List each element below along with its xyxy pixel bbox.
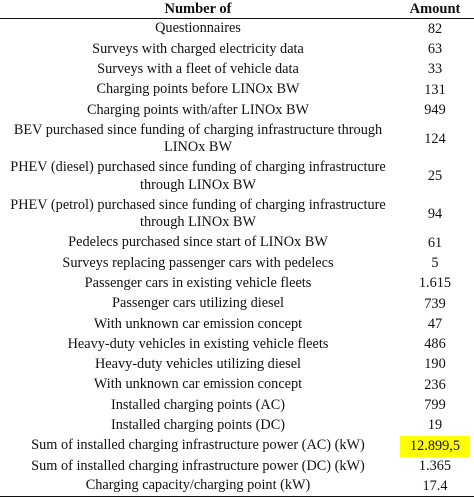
row-label: Pedelecs purchased since start of LINOx …	[68, 234, 328, 251]
row-amount: 949	[424, 101, 446, 118]
row-amount: 19	[427, 417, 443, 434]
row-label: Passenger cars in existing vehicle fleet…	[84, 274, 312, 291]
row-label: Passenger cars utilizing diesel	[112, 295, 284, 312]
table-header: Number of Amount	[0, 0, 474, 19]
row-amount-cell: 17.4	[396, 477, 474, 496]
row-amount-cell: 131	[396, 81, 474, 100]
row-label: BEV purchased since funding of charging …	[13, 121, 383, 156]
row-amount-cell: 739	[396, 295, 474, 314]
header-number-of: Number of	[164, 1, 232, 17]
row-amount-cell: 33	[396, 60, 474, 79]
row-amount: 236	[424, 376, 446, 393]
row-amount: 82	[427, 20, 443, 37]
row-label: Charging points before LINOx BW	[96, 81, 300, 98]
row-amount-cell: 12.899,5	[396, 435, 474, 457]
row-amount-cell: 94	[396, 205, 474, 224]
row-amount: 5	[431, 254, 439, 271]
row-label: Sum of installed charging infrastructure…	[31, 457, 365, 474]
row-label: PHEV (diesel) purchased since funding of…	[10, 159, 386, 193]
row-label: Charging points with/after LINOx BW	[86, 101, 310, 118]
row-amount-cell: 799	[396, 396, 474, 415]
table-row: Charging capacity/charging point (kW) 17.…	[0, 477, 474, 497]
row-amount-cell: 82	[396, 20, 474, 39]
row-amount-cell: 63	[396, 40, 474, 59]
row-amount-cell: 61	[396, 234, 474, 253]
row-amount: 190	[424, 356, 446, 373]
table-row: PHEV (petrol) purchased since funding of…	[0, 195, 474, 233]
table-row: Surveys replacing passenger cars with pe…	[0, 253, 474, 273]
row-amount-cell: 236	[396, 376, 474, 395]
row-amount-cell: 124	[396, 130, 474, 149]
table-row: Surveys with charged electricity data 63	[0, 39, 474, 59]
row-amount-cell: 949	[396, 101, 474, 120]
table-row: Charging points with/after LINOx BW 949	[0, 100, 474, 120]
row-amount-cell: 190	[396, 355, 474, 374]
row-label: Installed charging points (AC)	[110, 396, 286, 413]
row-amount: 124	[424, 130, 446, 147]
row-label: Surveys with charged electricity data	[92, 40, 304, 57]
row-amount: 1.365	[418, 457, 452, 474]
table-row: Passenger cars utilizing diesel 739	[0, 294, 474, 314]
row-label: Charging capacity/charging point (kW)	[85, 477, 311, 494]
row-amount: 94	[427, 205, 443, 222]
row-amount-cell: 1.365	[396, 457, 474, 476]
table-row: Passenger cars in existing vehicle fleet…	[0, 274, 474, 294]
table-row: PHEV (diesel) purchased since funding of…	[0, 158, 474, 196]
row-amount-cell: 19	[396, 416, 474, 435]
row-amount: 33	[427, 61, 443, 78]
row-amount: 739	[424, 295, 446, 312]
table-row: Installed charging points (DC) 19	[0, 416, 474, 436]
table-row: BEV purchased since funding of charging …	[0, 120, 474, 158]
table-row: Pedelecs purchased since start of LINOx …	[0, 233, 474, 253]
table-row: Heavy-duty vehicles utilizing diesel 190	[0, 355, 474, 375]
table-row: Surveys with a fleet of vehicle data 33	[0, 60, 474, 80]
row-label: Heavy-duty vehicles in existing vehicle …	[67, 335, 329, 352]
row-label: PHEV (petrol) purchased since funding of…	[10, 196, 386, 231]
table-row: Heavy-duty vehicles in existing vehicle …	[0, 334, 474, 354]
table-row: Installed charging points (AC) 799	[0, 395, 474, 415]
row-label: With unknown car emission concept	[93, 376, 303, 393]
table-row: Charging points before LINOx BW 131	[0, 80, 474, 100]
row-label: Surveys with a fleet of vehicle data	[97, 60, 299, 77]
table-body: Questionnaires 82 Surveys with charged ele…	[0, 19, 474, 497]
row-label: Surveys replacing passenger cars with pe…	[62, 254, 334, 271]
row-label: Installed charging points (DC)	[110, 417, 286, 434]
table-row: Questionnaires 82	[0, 19, 474, 39]
row-label: Heavy-duty vehicles utilizing diesel	[94, 356, 302, 373]
header-amount: Amount	[409, 1, 461, 17]
row-amount-cell: 25	[396, 167, 474, 186]
row-amount-highlighted: 12.899,5	[399, 435, 471, 457]
row-amount: 486	[424, 336, 446, 353]
row-label: With unknown car emission concept	[93, 315, 303, 332]
row-amount: 63	[427, 40, 443, 57]
row-amount: 1.615	[418, 275, 452, 292]
table-row: With unknown car emission concept 47	[0, 314, 474, 334]
row-amount: 61	[427, 234, 443, 251]
row-label: Sum of installed charging infrastructure…	[31, 437, 365, 454]
row-amount-cell: 1.615	[396, 274, 474, 293]
row-amount: 131	[424, 81, 446, 98]
table-row: Sum of installed charging infrastructure…	[0, 456, 474, 476]
table-row: With unknown car emission concept 236	[0, 375, 474, 395]
row-amount: 799	[424, 397, 446, 413]
row-amount: 47	[427, 315, 443, 332]
row-amount: 25	[427, 168, 443, 185]
row-label: Questionnaires	[155, 20, 241, 37]
row-amount-cell: 5	[396, 254, 474, 273]
table-row: Sum of installed charging infrastructure…	[0, 435, 474, 457]
row-amount-cell: 47	[396, 315, 474, 334]
row-amount-cell: 486	[396, 335, 474, 354]
row-amount: 17.4	[422, 477, 448, 494]
